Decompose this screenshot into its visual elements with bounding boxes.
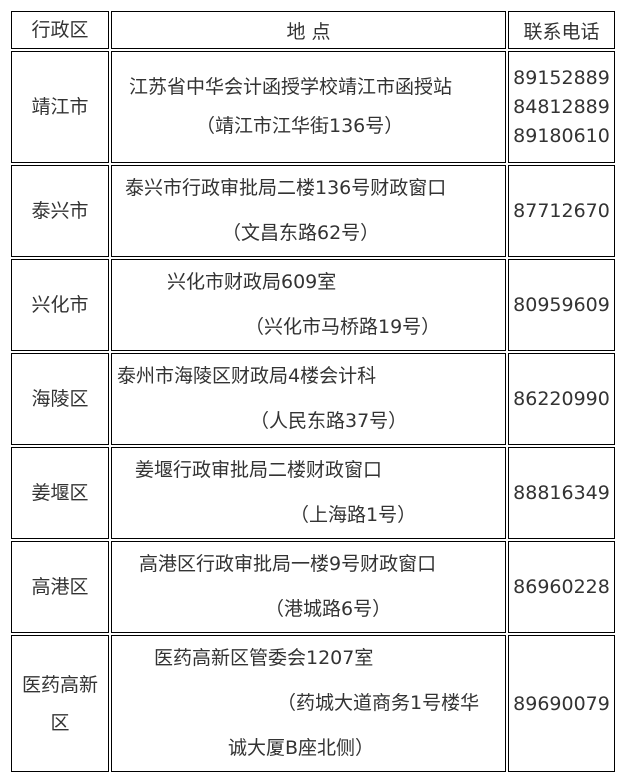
address-cell: 姜堰行政审批局二楼财政窗口 （上海路1号） [111,447,506,539]
phone-cell: 88816349 [508,447,615,539]
address-line: 泰州市海陵区财政局4楼会计科 [117,365,377,387]
address-line: （港城路6号） [265,598,392,620]
district-text: 医药高新区 [21,673,98,734]
address-line: （靖江市江华街136号） [196,115,404,137]
address-line: 泰兴市行政审批局二楼136号财政窗口 [125,177,447,199]
phone-cell: 86220990 [508,353,615,445]
district-cell: 泰兴市 [11,165,109,257]
phone-cell: 89690079 [508,635,615,772]
address-cell: 泰兴市行政审批局二楼136号财政窗口 （文昌东路62号） [111,165,506,257]
table-row: 靖江市 江苏省中华会计函授学校靖江市函授站 （靖江市江华街136号） 891528… [11,51,615,163]
phone-cell: 80959609 [508,259,615,351]
district-cell: 海陵区 [11,353,109,445]
header-phone: 联系电话 [508,11,615,49]
address-line: 医药高新区管委会1207室 [154,647,374,669]
address-line: （兴化市马桥路19号） [245,316,441,338]
phone-cell: 86960228 [508,541,615,633]
header-district: 行政区 [11,11,109,49]
header-address: 地 点 [111,11,506,49]
address-line: 江苏省中华会计函授学校靖江市函授站 [129,76,453,98]
table-row: 高港区 高港区行政审批局一楼9号财政窗口 （港城路6号） 86960228 [11,541,615,633]
phone-cell: 89152889 84812889 89180610 [508,51,615,163]
address-line: 诚大厦B座北侧） [228,737,375,759]
address-line: （文昌东路62号） [222,222,380,244]
district-cell: 靖江市 [11,51,109,163]
table-row: 泰兴市 泰兴市行政审批局二楼136号财政窗口 （文昌东路62号） 87712670 [11,165,615,257]
address-line: 高港区行政审批局一楼9号财政窗口 [139,553,437,575]
table-row: 姜堰区 姜堰行政审批局二楼财政窗口 （上海路1号） 88816349 [11,447,615,539]
table-row: 海陵区 泰州市海陵区财政局4楼会计科 （人民东路37号） 86220990 [11,353,615,445]
district-cell: 高港区 [11,541,109,633]
address-line: （上海路1号） [290,504,417,526]
office-table: 行政区 地 点 联系电话 靖江市 江苏省中华会计函授学校靖江市函授站 （靖江市江华… [9,9,617,774]
phone-number: 84812889 [513,95,610,118]
table-row: 兴化市 兴化市财政局609室 （兴化市马桥路19号） 80959609 [11,259,615,351]
district-cell: 兴化市 [11,259,109,351]
address-cell: 医药高新区管委会1207室 （药城大道商务1号楼华诚大厦B座北侧） [111,635,506,772]
address-line: 兴化市财政局609室 [167,271,337,293]
address-line: （药城大道商务1号楼华 [277,692,480,714]
address-cell: 江苏省中华会计函授学校靖江市函授站 （靖江市江华街136号） [111,51,506,163]
phone-number: 89152889 [513,66,610,89]
address-cell: 泰州市海陵区财政局4楼会计科 （人民东路37号） [111,353,506,445]
table-row: 医药高新区 医药高新区管委会1207室 （药城大道商务1号楼华诚大厦B座北侧） 8… [11,635,615,772]
address-line: 姜堰行政审批局二楼财政窗口 [135,459,383,481]
header-row: 行政区 地 点 联系电话 [11,11,615,49]
district-cell: 姜堰区 [11,447,109,539]
address-cell: 兴化市财政局609室 （兴化市马桥路19号） [111,259,506,351]
phone-cell: 87712670 [508,165,615,257]
phone-number: 89180610 [513,124,610,147]
address-cell: 高港区行政审批局一楼9号财政窗口 （港城路6号） [111,541,506,633]
address-line: （人民东路37号） [250,410,408,432]
district-cell: 医药高新区 [11,635,109,772]
